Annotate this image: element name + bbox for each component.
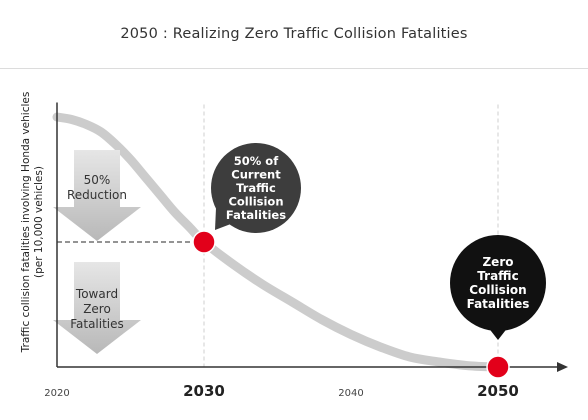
- toward-zero-arrow-label-3: Fatalities: [70, 317, 124, 331]
- toward-zero-arrow: [53, 262, 141, 354]
- x-tick-label-2020: 2020: [44, 388, 69, 399]
- reduction-arrow: [53, 150, 141, 241]
- bubble-2050-callout-line-3: Collision: [469, 283, 526, 297]
- bubble-2050-callout-tail: [484, 322, 512, 340]
- title-divider: [0, 68, 588, 69]
- bubble-2030-callout-line-2: Current: [231, 168, 281, 182]
- reduction-arrow-shape: [53, 150, 141, 241]
- bubble-2050-callout-line-1: Zero: [482, 255, 513, 269]
- toward-zero-arrow-label-2: Zero: [83, 302, 111, 316]
- bubble-2050-callout-circle: [450, 235, 546, 331]
- x-tick-label-2050: 2050: [477, 382, 519, 400]
- x-tick-label-2040: 2040: [338, 388, 363, 399]
- bubble-2050-callout-line-4: Fatalities: [467, 297, 530, 311]
- reduction-arrow-label-1: 50%: [84, 173, 111, 187]
- highlight-marker-2030: [192, 230, 216, 254]
- reduction-arrow-label-2: Reduction: [67, 188, 127, 202]
- bubble-2030-callout-circle: [211, 143, 301, 233]
- x-axis-arrowhead: [557, 362, 568, 372]
- bubble-2030-callout-line-1: 50% of: [234, 154, 279, 168]
- bubble-2030-callout-tail: [215, 208, 236, 230]
- bubble-2030-callout-line-5: Fatalities: [226, 208, 286, 222]
- toward-zero-arrow-label-1: Toward: [75, 287, 118, 301]
- x-tick-label-2030: 2030: [183, 382, 225, 400]
- bubble-2030-callout-line-3: Traffic: [236, 181, 276, 195]
- bubble-2050-callout-line-2: Traffic: [477, 269, 518, 283]
- highlight-marker-2050: [486, 355, 510, 379]
- toward-zero-arrow-shape: [53, 262, 141, 354]
- bubble-2030-callout-line-4: Collision: [228, 195, 283, 209]
- chart-title: 2050 : Realizing Zero Traffic Collision …: [120, 26, 468, 42]
